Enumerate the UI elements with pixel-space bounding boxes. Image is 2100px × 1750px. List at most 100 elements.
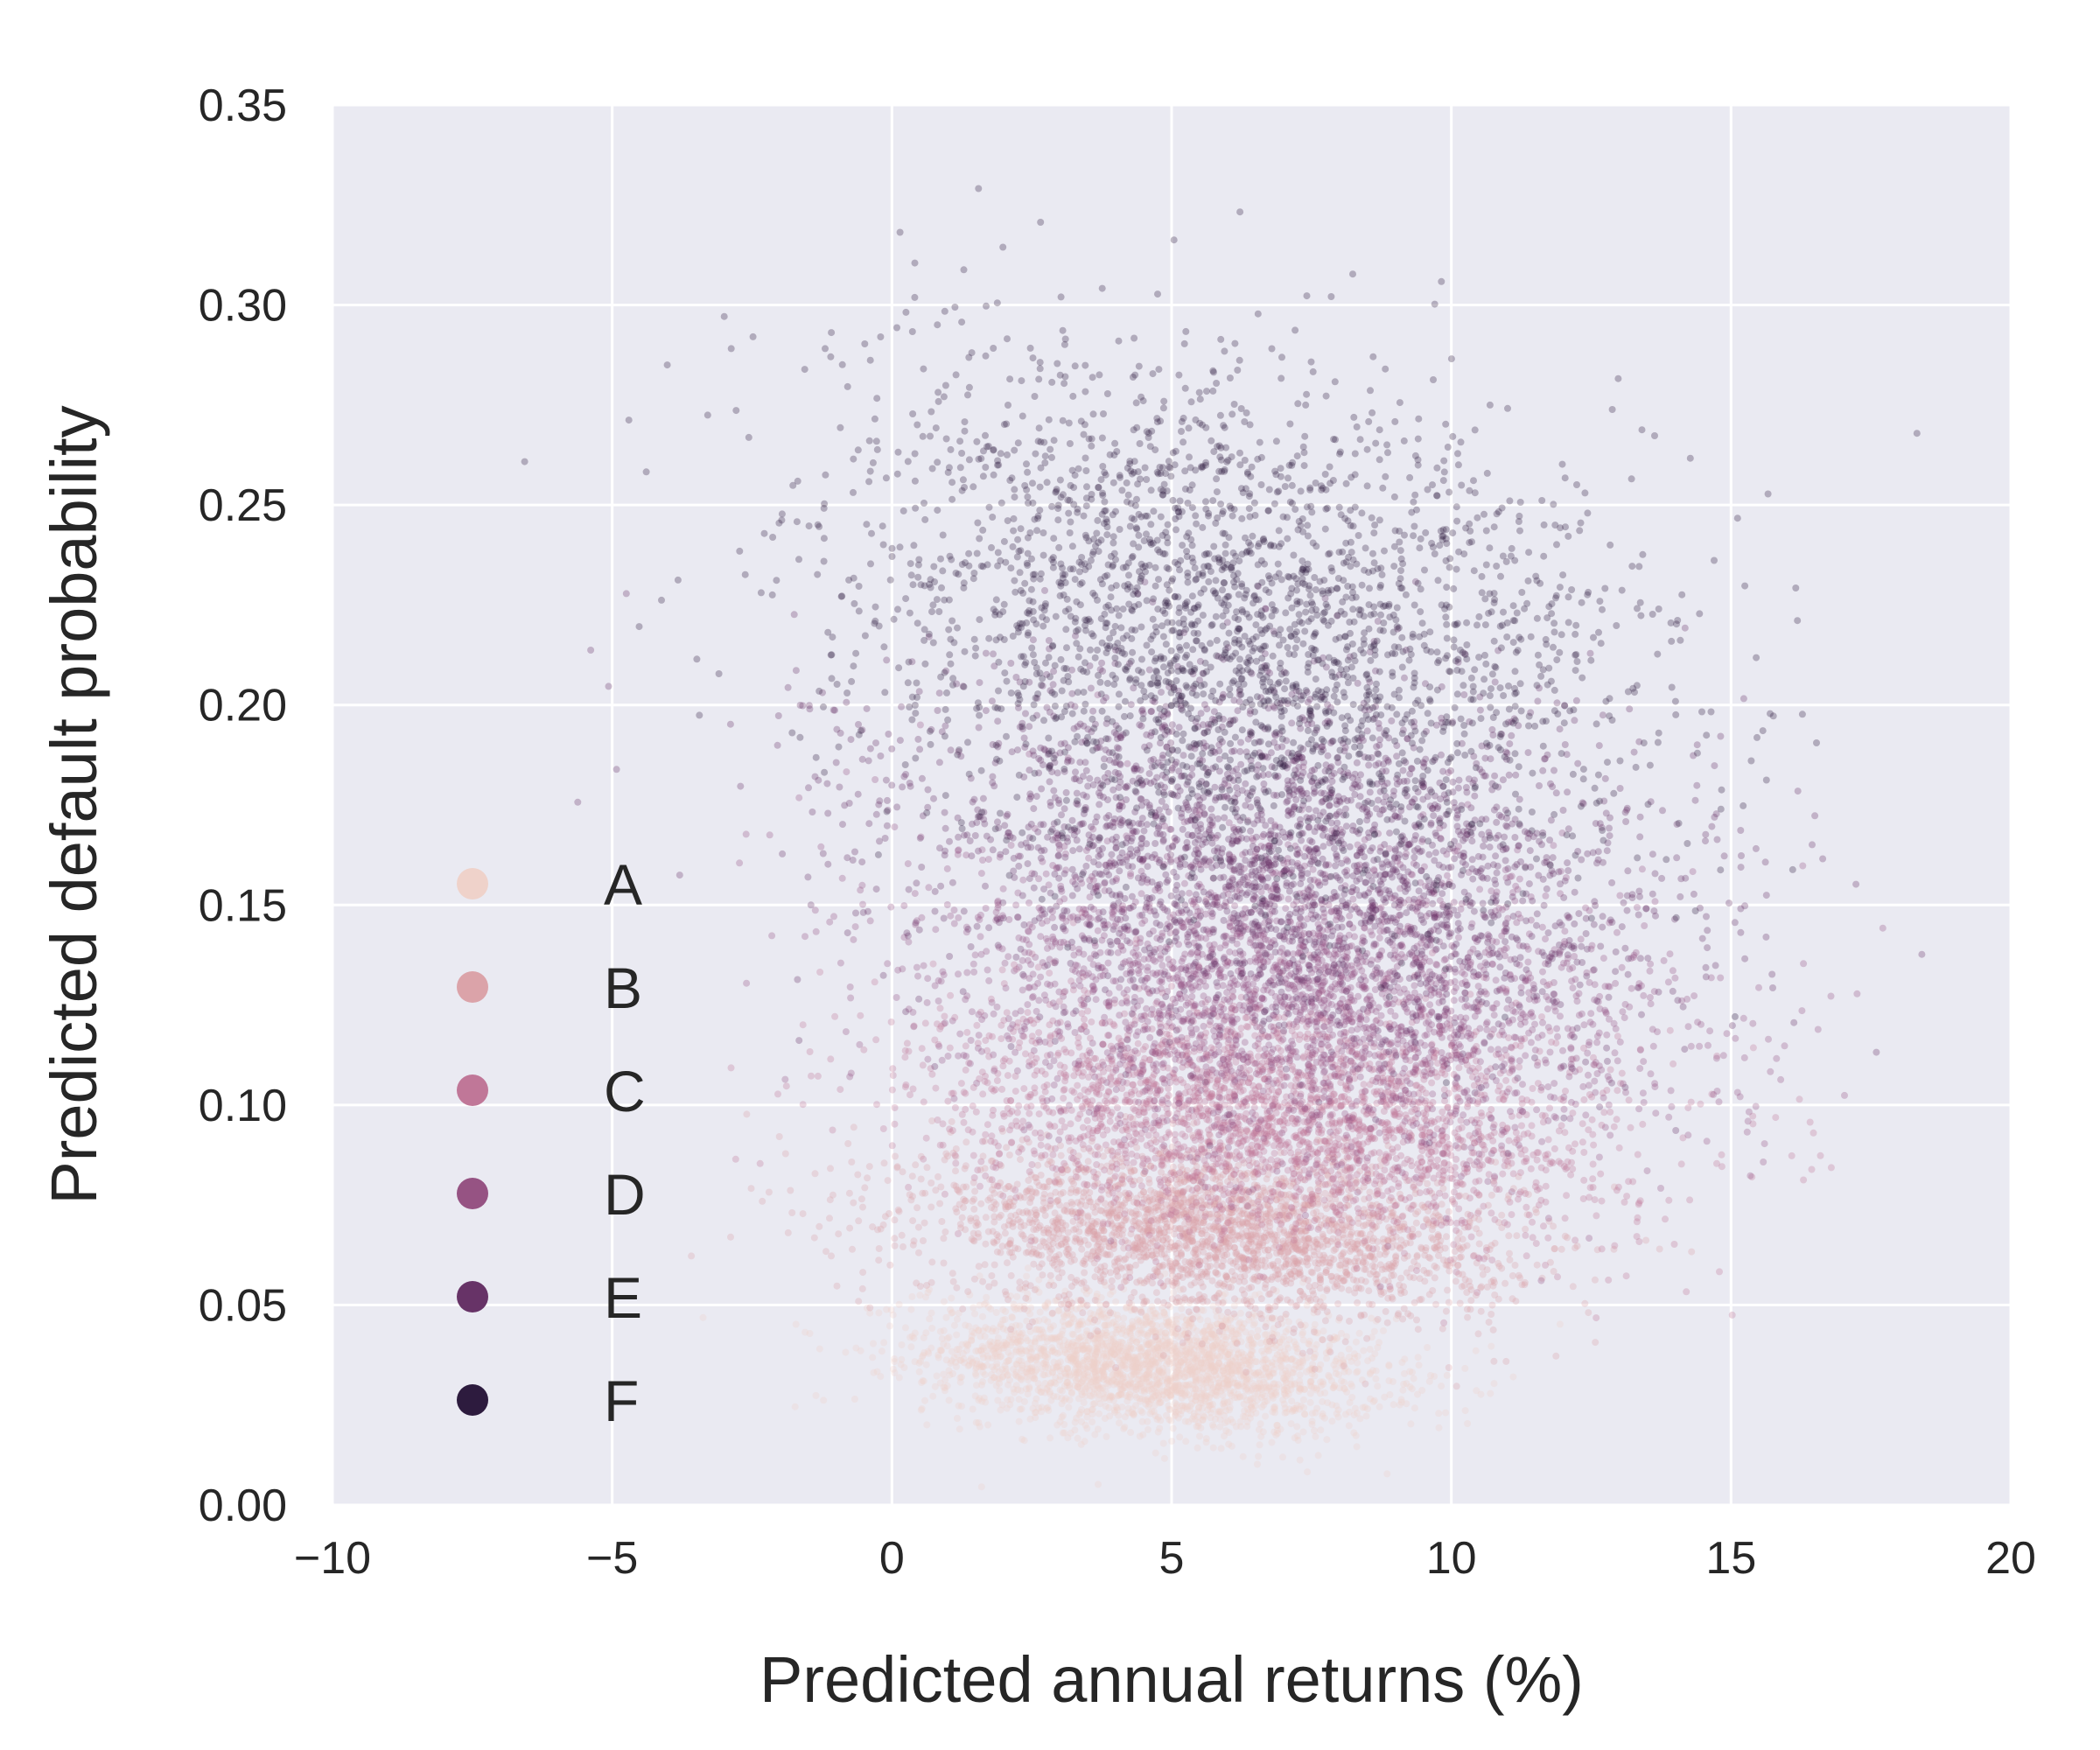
data-point xyxy=(1488,1191,1495,1199)
data-point xyxy=(968,1337,976,1345)
data-point xyxy=(1362,1380,1369,1388)
data-point xyxy=(1305,1294,1312,1302)
data-point xyxy=(1130,1306,1138,1313)
data-point xyxy=(1170,1288,1178,1296)
data-point xyxy=(1137,1277,1144,1284)
data-point xyxy=(1438,1382,1446,1390)
data-point xyxy=(1473,1387,1480,1395)
data-point xyxy=(945,1396,953,1404)
data-point xyxy=(863,1304,871,1312)
data-point xyxy=(1026,1345,1034,1352)
data-point xyxy=(1356,1250,1363,1257)
data-point xyxy=(898,1341,906,1348)
data-point xyxy=(1296,1456,1304,1464)
data-point xyxy=(1352,1338,1360,1346)
data-point xyxy=(1151,1266,1158,1274)
data-point xyxy=(870,1340,877,1348)
data-point xyxy=(1374,1382,1382,1390)
data-point xyxy=(1456,1299,1464,1307)
data-point xyxy=(942,1376,949,1384)
data-point xyxy=(1245,1237,1253,1244)
data-point xyxy=(1347,1230,1354,1238)
data-point xyxy=(1171,1384,1178,1392)
data-point xyxy=(1309,1361,1317,1368)
data-point xyxy=(1142,1315,1150,1323)
data-point xyxy=(1055,1306,1063,1314)
data-point xyxy=(990,1238,998,1246)
data-point xyxy=(990,1261,998,1269)
data-point xyxy=(1277,1315,1284,1323)
data-point xyxy=(1243,1300,1251,1308)
data-point xyxy=(1288,1397,1296,1405)
data-point xyxy=(1094,1345,1102,1353)
data-point xyxy=(1082,1337,1089,1344)
data-point xyxy=(1143,1298,1151,1306)
data-point xyxy=(1118,1201,1126,1209)
data-point xyxy=(1219,1400,1227,1408)
data-point xyxy=(1465,1278,1473,1285)
data-point xyxy=(1009,1253,1017,1261)
data-point xyxy=(1159,1352,1167,1360)
data-point xyxy=(1258,1348,1266,1355)
data-point xyxy=(958,1214,966,1222)
data-point xyxy=(1172,1410,1180,1418)
data-point xyxy=(855,1298,863,1306)
data-point xyxy=(1366,1346,1374,1354)
data-point xyxy=(1192,1216,1200,1224)
data-point xyxy=(1070,1226,1078,1234)
data-point xyxy=(1208,1342,1216,1350)
data-point xyxy=(1031,1173,1039,1181)
data-point xyxy=(1445,1208,1452,1215)
data-point xyxy=(997,1320,1004,1328)
data-point xyxy=(1552,1352,1560,1360)
data-point xyxy=(1396,1401,1404,1409)
data-point xyxy=(1058,1400,1066,1408)
data-point xyxy=(958,1403,965,1410)
data-point xyxy=(1024,1390,1032,1398)
data-point xyxy=(1438,1325,1446,1333)
data-point xyxy=(1110,1370,1117,1378)
data-point xyxy=(1107,1309,1114,1317)
data-point xyxy=(1491,1292,1499,1298)
data-point xyxy=(1040,1347,1048,1354)
data-point xyxy=(1262,1412,1270,1420)
data-point xyxy=(1023,1272,1031,1280)
data-point xyxy=(1264,1303,1272,1311)
data-point xyxy=(1175,1366,1182,1374)
data-point xyxy=(1210,1368,1218,1376)
data-point xyxy=(1202,1435,1210,1443)
data-point xyxy=(880,1339,888,1347)
data-point xyxy=(1353,1443,1361,1451)
data-point xyxy=(1406,1239,1414,1247)
data-point xyxy=(877,1373,885,1381)
data-point xyxy=(1308,1418,1316,1425)
data-point xyxy=(1490,1380,1498,1388)
data-point xyxy=(1283,1384,1291,1392)
data-point xyxy=(1435,1410,1443,1418)
data-point xyxy=(1489,1326,1497,1334)
data-point xyxy=(1415,1362,1423,1369)
data-point xyxy=(1085,1331,1093,1339)
data-point xyxy=(1018,1347,1026,1354)
data-point xyxy=(792,1320,800,1328)
data-point xyxy=(1002,1307,1010,1315)
data-point xyxy=(886,1261,894,1269)
data-point xyxy=(953,1362,960,1370)
data-point xyxy=(1558,1245,1565,1253)
data-point xyxy=(1172,1374,1180,1382)
data-point xyxy=(1138,1345,1144,1353)
data-point xyxy=(981,1261,989,1269)
data-point xyxy=(1108,1393,1116,1401)
data-point xyxy=(1310,1384,1318,1392)
data-point xyxy=(1383,1319,1391,1326)
data-point xyxy=(1065,1404,1073,1411)
data-point xyxy=(1119,1371,1127,1379)
data-point xyxy=(972,1371,980,1379)
data-point xyxy=(835,1230,843,1238)
data-point xyxy=(1323,1287,1331,1294)
data-point xyxy=(1146,1307,1154,1315)
data-point xyxy=(1508,1295,1516,1303)
data-point xyxy=(1059,1327,1067,1334)
data-point xyxy=(921,1396,928,1404)
data-point xyxy=(911,1358,919,1366)
